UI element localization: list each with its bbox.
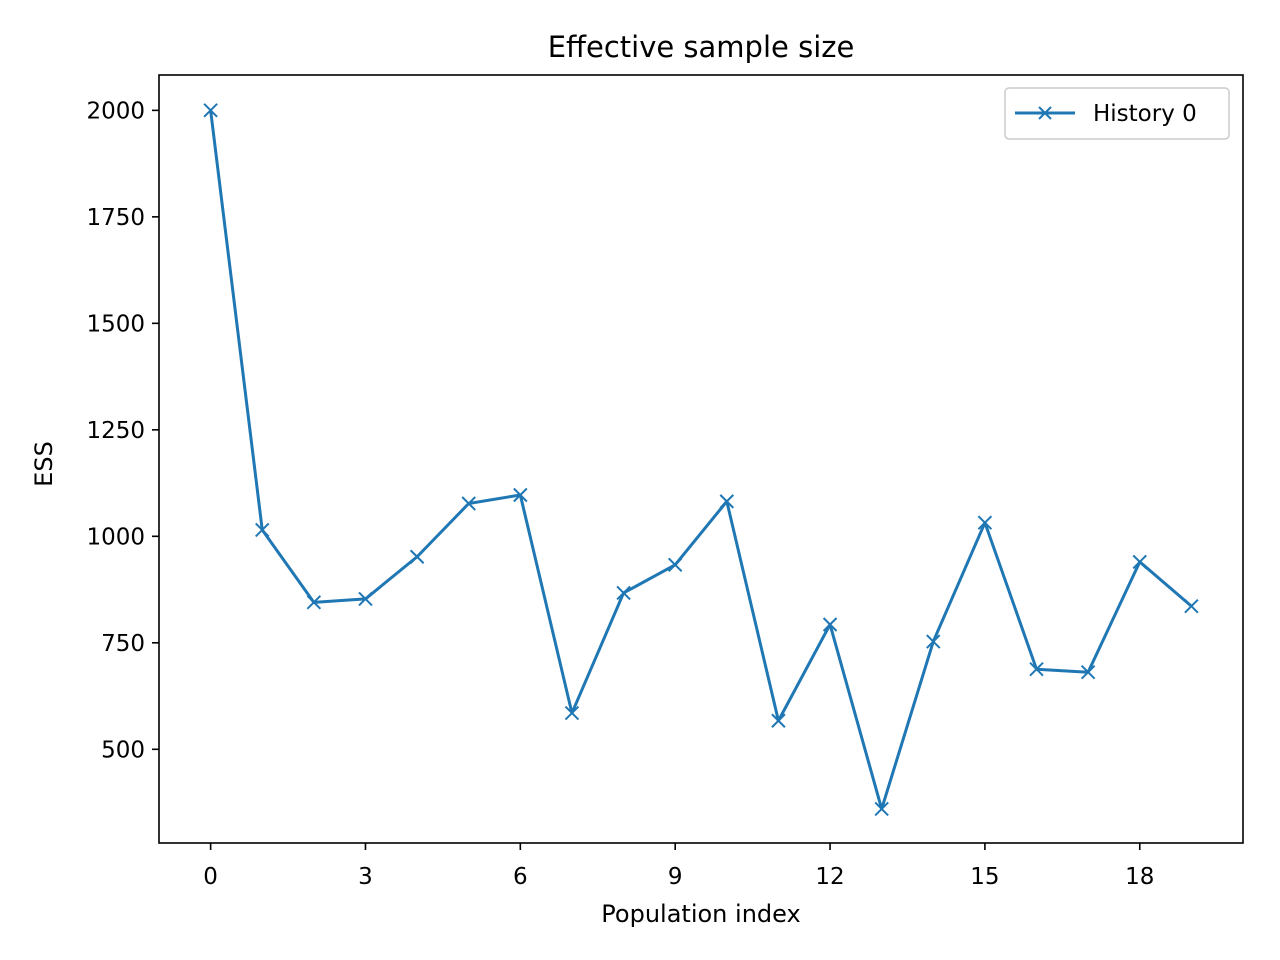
y-tick-label: 750 <box>101 631 145 657</box>
data-point <box>1080 664 1096 680</box>
data-point <box>564 705 580 721</box>
x-tick-label: 3 <box>358 864 373 890</box>
data-point <box>1029 662 1044 677</box>
legend-label-history-0: History 0 <box>1093 101 1197 127</box>
data-point <box>409 549 425 564</box>
legend-marker-history-0 <box>1038 106 1052 120</box>
chart-title: Effective sample size <box>548 30 855 64</box>
data-point <box>822 617 838 632</box>
data-point <box>977 515 993 530</box>
y-tick-label: 1250 <box>86 418 145 444</box>
y-tick-label: 2000 <box>86 98 145 124</box>
data-point <box>616 585 631 601</box>
data-point <box>203 103 218 118</box>
legend: History 0 <box>1004 87 1230 140</box>
data-point <box>771 713 786 728</box>
x-tick-label: 18 <box>1125 864 1154 890</box>
x-tick-label: 0 <box>203 864 218 890</box>
data-point <box>667 557 683 573</box>
y-tick-label: 500 <box>101 737 145 763</box>
x-tick-label: 6 <box>513 864 528 890</box>
data-point <box>255 522 270 538</box>
y-tick-label: 1500 <box>86 311 145 337</box>
x-axis-label: Population index <box>601 900 800 928</box>
y-axis-label: ESS <box>30 441 58 487</box>
legend-box <box>1004 87 1230 140</box>
data-point <box>461 496 476 511</box>
series-line-0 <box>209 110 1193 811</box>
data-point <box>306 595 322 610</box>
x-tick-label: 15 <box>970 864 999 890</box>
data-point <box>926 634 941 649</box>
x-axis: 0 3 6 9 12 15 18 <box>203 843 1154 890</box>
series-layer <box>203 103 1199 817</box>
data-point <box>513 487 528 503</box>
x-tick-label: 12 <box>815 864 844 890</box>
data-point <box>1132 554 1147 570</box>
plot-area <box>158 74 1244 844</box>
data-point <box>358 591 373 607</box>
y-tick-label: 1000 <box>86 524 145 550</box>
data-point <box>1184 598 1199 614</box>
data-point <box>874 801 889 817</box>
x-tick-label: 9 <box>668 864 683 890</box>
data-point <box>719 494 735 509</box>
plot-frame <box>158 74 1244 844</box>
y-tick-label: 1750 <box>86 205 145 231</box>
y-axis: 500 750 1000 1250 1500 1750 2000 <box>86 98 159 763</box>
